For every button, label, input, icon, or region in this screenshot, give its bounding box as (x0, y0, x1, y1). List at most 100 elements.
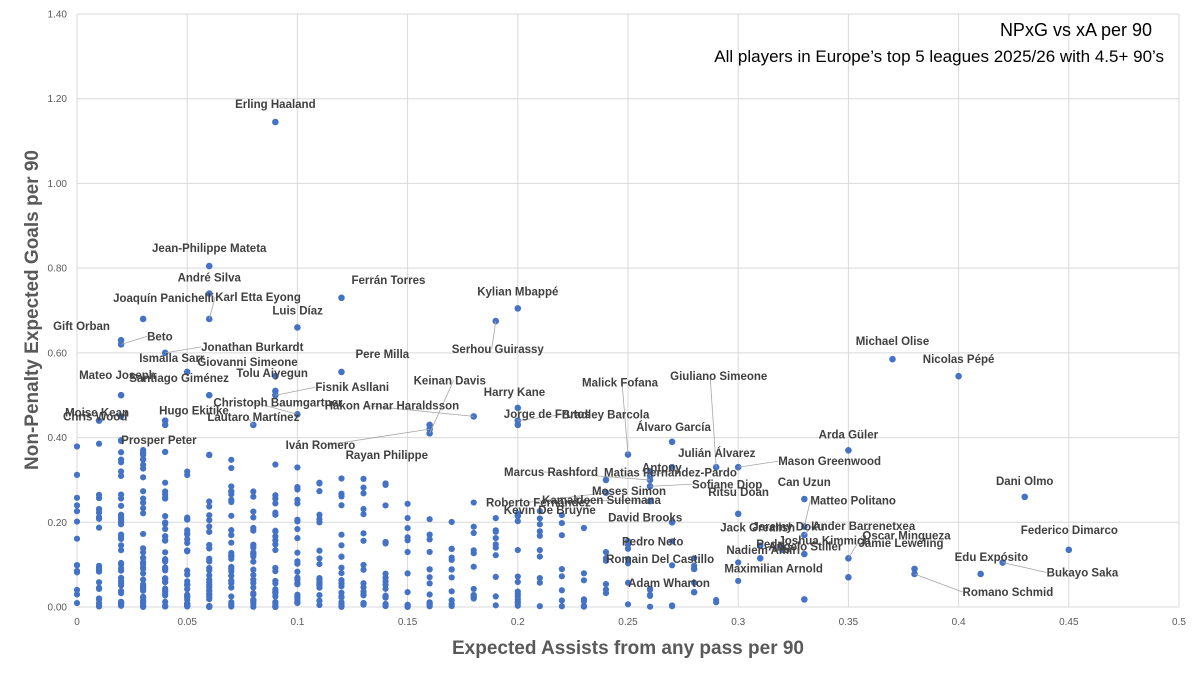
leader-lines (120, 296, 1047, 593)
labeled-data-point (161, 421, 169, 429)
data-point (558, 603, 565, 610)
point-label: Angelo Stiller (768, 541, 843, 553)
data-point (338, 475, 345, 482)
data-point (184, 536, 191, 543)
labeled-data-point (514, 404, 522, 412)
data-point (426, 516, 433, 523)
labeled-data-point (646, 476, 654, 484)
point-label: Gift Orban (53, 321, 110, 333)
data-point (294, 560, 301, 567)
data-point (382, 593, 389, 600)
data-point (360, 561, 367, 569)
point-labels: Erling Haaland Jean-Philippe Mateta André … (53, 99, 1119, 599)
data-point (294, 595, 301, 602)
data-point (404, 537, 411, 544)
point-label: Antony (642, 463, 682, 475)
point-label: Mateo Joseph (79, 370, 156, 382)
data-point (272, 509, 279, 516)
labeled-data-point (426, 421, 433, 429)
point-label: Óscar Mingueza (862, 529, 951, 542)
data-point (250, 590, 257, 597)
point-label: Mason Greenwood (778, 456, 881, 468)
leader-line (803, 500, 811, 527)
labeled-data-point (646, 497, 654, 505)
leader-line (649, 467, 683, 477)
point-label: Marcus Rashford (504, 467, 598, 479)
point-label: Pedro Neto (622, 536, 683, 548)
x-axis-title: Expected Assists from any pass per 90 (452, 638, 804, 659)
data-point (448, 597, 455, 604)
data-point (536, 579, 543, 586)
data-point (404, 500, 411, 507)
point-label: Santiago Giménez (129, 373, 229, 385)
data-point (360, 580, 367, 587)
data-point (272, 500, 279, 507)
data-point (338, 583, 345, 590)
data-point (294, 496, 301, 503)
data-point (360, 530, 367, 537)
point-label: Kamaldeen Sulemana (542, 495, 661, 507)
data-point (536, 528, 543, 535)
data-point (272, 527, 279, 534)
data-point (272, 546, 279, 554)
data-point (250, 584, 257, 591)
point-label: Romain Del Castillo (606, 554, 714, 566)
data-point (426, 548, 433, 556)
data-point (206, 584, 213, 591)
data-point (162, 513, 169, 520)
point-label: Keinan Davis (414, 375, 486, 387)
leader-line (804, 525, 813, 536)
data-point (382, 570, 389, 577)
data-point (338, 564, 345, 571)
data-point (580, 602, 588, 609)
labeled-data-point (294, 324, 301, 331)
data-point (360, 591, 367, 598)
point-label: Federico Dimarco (1021, 525, 1118, 537)
data-point (514, 588, 521, 595)
leader-line (275, 386, 316, 396)
data-point (294, 549, 301, 556)
leader-line (253, 401, 298, 415)
data-point (228, 483, 235, 490)
labeled-data-point (668, 518, 676, 526)
data-point (140, 474, 147, 481)
data-point (228, 496, 235, 503)
point-label: Giovanni Simeone (197, 357, 297, 369)
data-point (294, 516, 301, 523)
labeled-data-point (205, 391, 213, 399)
data-point (250, 549, 257, 556)
data-point (382, 480, 389, 487)
data-point (206, 512, 213, 519)
data-point (360, 490, 367, 497)
data-point (448, 545, 455, 553)
data-point (162, 588, 169, 595)
data-point (250, 566, 257, 573)
data-point (316, 601, 323, 609)
data-point (404, 548, 411, 556)
labeled-data-point (514, 512, 522, 520)
leader-line (848, 535, 863, 559)
labeled-data-point (756, 542, 764, 549)
y-tick-label: 0.00 (48, 603, 68, 614)
point-label: Ritsu Doan (708, 487, 769, 499)
data-point (73, 494, 81, 501)
labeled-data-point (756, 554, 764, 562)
point-label: Álvaro García (636, 421, 711, 434)
point-label: Iván Romero (286, 440, 356, 452)
data-point (316, 547, 323, 554)
point-label: Jorge de Frutos (504, 409, 591, 421)
leader-line (325, 428, 430, 446)
data-point (184, 581, 191, 588)
data-point (140, 587, 147, 594)
data-point (184, 471, 191, 479)
data-point (184, 591, 191, 598)
point-label: Hugo Ekitike (159, 406, 229, 418)
data-point (426, 536, 433, 543)
data-point (228, 527, 235, 534)
point-label: Romano Schmid (963, 587, 1054, 599)
data-point (691, 555, 698, 562)
labeled-data-point (778, 544, 786, 551)
data-point (228, 572, 235, 579)
data-point (426, 601, 433, 608)
data-point (404, 601, 411, 609)
